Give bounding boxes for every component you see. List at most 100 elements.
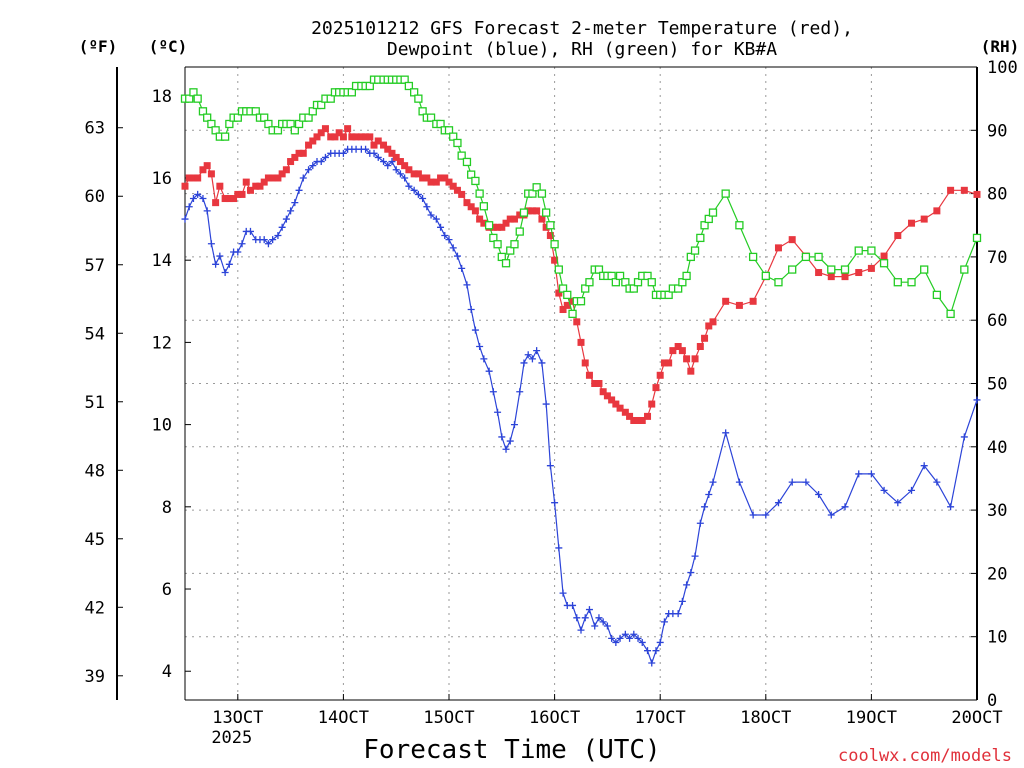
dewpoint-point [880, 486, 888, 494]
rh-point [696, 233, 705, 243]
fahrenheit-tick-label: 63 [85, 119, 105, 139]
dewpoint-point [339, 149, 347, 157]
rh-point [704, 214, 713, 224]
dewpoint-point [612, 638, 620, 646]
rh-point [615, 271, 625, 281]
rh-tick-label: 20 [987, 564, 1007, 584]
temperature-point [621, 408, 629, 416]
rh-point [761, 271, 770, 281]
temperature-point [933, 207, 941, 215]
rh-point [326, 94, 335, 103]
x-tick-label: 15OCT [423, 708, 474, 728]
dewpoint-point [321, 153, 329, 161]
dewpoint-point [189, 195, 197, 203]
dewpoint-point [432, 215, 440, 223]
dewpoint-point [542, 400, 550, 408]
dewpoint-point [867, 470, 875, 478]
temperature-point [331, 133, 339, 141]
dewpoint-point [841, 503, 849, 511]
rh-point [290, 126, 299, 135]
dewpoint-point [652, 647, 660, 655]
temperature-point [458, 190, 466, 198]
x-tick-label: 19OCT [846, 708, 897, 728]
temperature-point [313, 133, 321, 141]
dewpoint-point [528, 355, 536, 363]
rh-point [932, 290, 942, 300]
dewpoint-point [696, 519, 704, 527]
dewpoint-point [388, 158, 396, 166]
rh-point [193, 94, 202, 103]
rh-tick-label: 70 [987, 248, 1007, 268]
temperature-point [380, 141, 388, 149]
temperature-point [352, 133, 360, 141]
temperature-point [687, 367, 695, 375]
chart-title-line2: Dewpoint (blue), RH (green) for KB#A [387, 39, 777, 60]
temperature-point [348, 133, 356, 141]
temperature-point [542, 223, 550, 231]
rh-point [418, 107, 427, 116]
temperature-point [665, 359, 673, 367]
temperature-point [841, 273, 849, 281]
dewpoint-point [405, 182, 413, 190]
series-rh [180, 75, 982, 319]
rh-tick-label: 60 [987, 311, 1007, 331]
temperature-point [489, 223, 497, 231]
dewpoint-point [524, 351, 532, 359]
dewpoint-point [569, 601, 577, 609]
dewpoint-point [908, 486, 916, 494]
temperature-point [203, 162, 211, 170]
temperature-point [735, 301, 743, 309]
rh-point [497, 252, 506, 262]
rh-point [629, 284, 638, 293]
dewpoint-point [608, 634, 616, 642]
x-tick-sublabel: 2025 [211, 728, 252, 748]
temperature-point [563, 301, 571, 309]
temperature-point [774, 244, 782, 252]
rh-point [546, 221, 555, 230]
dewpoint-point [855, 470, 863, 478]
temperature-point [947, 186, 955, 194]
temperature-point [634, 416, 642, 424]
x-tick-label: 18OCT [740, 708, 791, 728]
rh-point [854, 246, 863, 255]
temperature-point [603, 392, 611, 400]
temperature-point [480, 219, 488, 227]
temperature-point [260, 178, 268, 186]
credit-link[interactable]: coolwx.com/models [838, 746, 1012, 766]
fahrenheit-tick-label: 51 [85, 393, 105, 413]
temperature-point [207, 170, 215, 178]
dewpoint-point [735, 478, 743, 486]
rh-point [471, 176, 480, 186]
temperature-point [569, 297, 577, 305]
rh-point [207, 119, 216, 129]
temperature-point [463, 199, 471, 207]
temperature-point [238, 190, 246, 198]
rh-point [273, 126, 283, 135]
rh-point [444, 126, 454, 135]
rh-point [457, 151, 466, 160]
temperature-point [973, 190, 981, 198]
temperature-point [423, 174, 431, 182]
dewpoint-point [894, 499, 902, 507]
dewpoint-point [216, 252, 224, 260]
dewpoint-point [498, 433, 506, 441]
dewpoint-point [634, 634, 642, 642]
rh-point [788, 265, 797, 274]
temperature-point [538, 215, 546, 223]
rh-point [920, 265, 929, 274]
rh-point [563, 290, 572, 300]
temperature-point [644, 412, 652, 420]
temperature-point [441, 174, 449, 182]
dewpoint-point [274, 232, 282, 240]
temperature-point [555, 289, 563, 297]
dewpoint-point [506, 437, 514, 445]
temperature-point [384, 145, 392, 153]
dewpoint-point [591, 622, 599, 630]
temperature-point [453, 186, 461, 194]
rh-point [436, 119, 445, 129]
temperature-point [652, 384, 660, 392]
temperature-point [449, 182, 457, 190]
dewpoint-point [401, 174, 409, 182]
temperature-point [445, 178, 453, 186]
temperature-point [287, 158, 295, 166]
